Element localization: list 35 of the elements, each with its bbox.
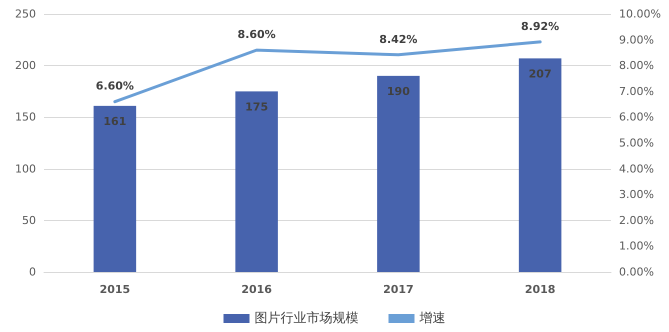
- y-tick-label: 250: [15, 8, 36, 20]
- y2-tick-label: 1.00%: [619, 240, 654, 253]
- x-tick-label: 2015: [100, 283, 130, 296]
- bar: [235, 91, 278, 272]
- bar: [94, 106, 136, 272]
- data-label: 6.60%: [96, 80, 134, 93]
- y-tick-label: 150: [15, 110, 36, 124]
- x-tick-label: 2017: [383, 283, 414, 296]
- y2-tick-label: 2.00%: [619, 214, 654, 227]
- bar: [377, 76, 420, 272]
- x-tick-label: 2016: [241, 283, 272, 296]
- y2-tick-label: 9.00%: [619, 33, 654, 46]
- y2-tick-label: 8.00%: [619, 59, 654, 72]
- bar: [518, 58, 562, 272]
- data-label: 161: [103, 114, 126, 128]
- y-tick-label: 50: [22, 214, 36, 227]
- y-tick-label: 0: [29, 266, 36, 278]
- y2-tick-label: 7.00%: [619, 84, 654, 98]
- data-label: 8.60%: [238, 28, 276, 42]
- y2-tick-label: 4.00%: [619, 162, 654, 176]
- y2-tick-label: 3.00%: [619, 188, 654, 202]
- legend-label: 图片行业市场规模: [254, 311, 358, 326]
- data-label: 8.42%: [379, 32, 418, 46]
- legend-label: 增速: [418, 311, 446, 326]
- y-tick-label: 100: [15, 162, 36, 176]
- x-tick-label: 2018: [524, 283, 556, 296]
- y2-tick-label: 10.00%: [619, 8, 661, 20]
- data-label: 190: [386, 84, 410, 98]
- y-tick-label: 200: [15, 59, 36, 72]
- y2-tick-label: 0.00%: [619, 266, 654, 278]
- data-label: 175: [245, 100, 268, 114]
- data-label: 8.92%: [521, 20, 560, 33]
- y2-tick-label: 6.00%: [619, 110, 654, 124]
- y2-tick-label: 5.00%: [619, 136, 654, 150]
- data-label: 207: [528, 67, 552, 80]
